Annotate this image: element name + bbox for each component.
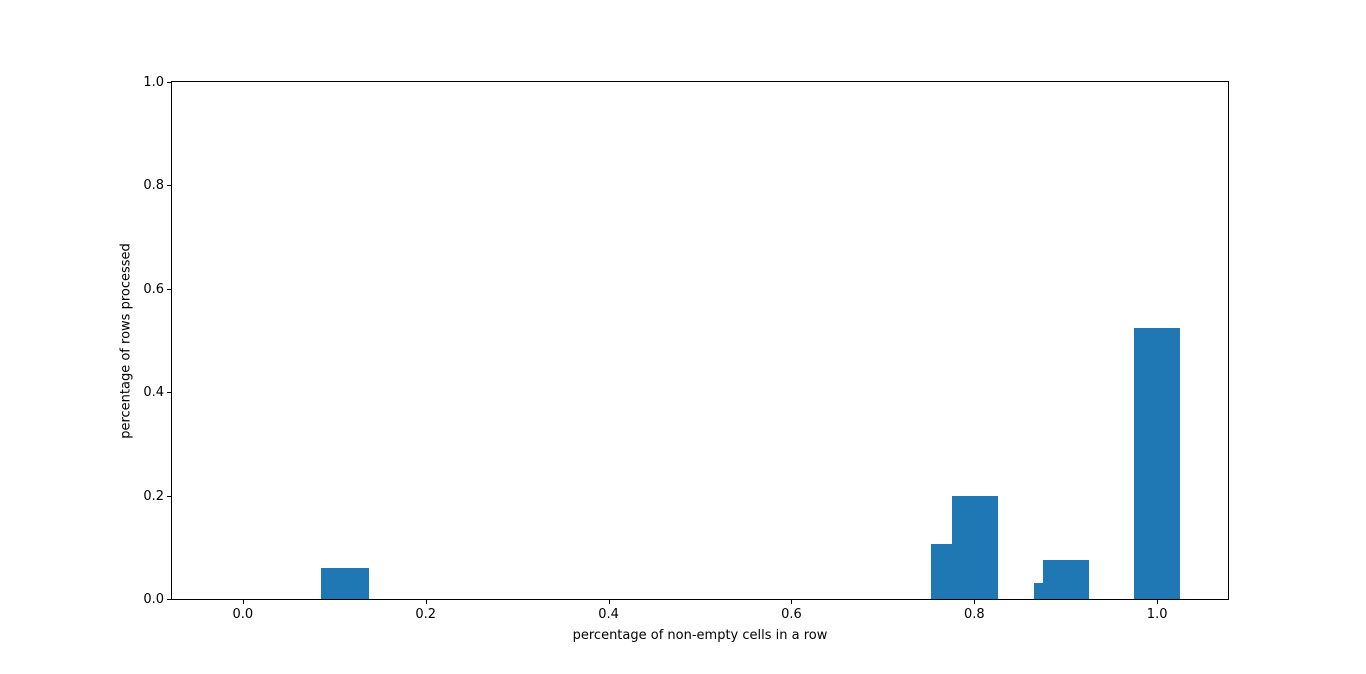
x-tick-label: 0.0 <box>232 607 254 622</box>
plot-area: 0.0 0.2 0.4 0.6 0.8 1.0 0.0 0.2 0.4 0.6 0.8 1.0 pe… <box>119 76 1229 643</box>
y-tick-label: 1.0 <box>143 75 164 90</box>
y-tick-mark <box>167 185 171 187</box>
histogram-bar <box>1134 328 1180 599</box>
histogram-bar <box>931 544 953 599</box>
x-tick-mark <box>974 600 976 604</box>
x-tick-label: 1.0 <box>1146 607 1168 622</box>
y-tick-label: 0.6 <box>143 281 164 297</box>
x-tick-label: 0.2 <box>415 607 437 622</box>
histogram-bar <box>952 495 999 599</box>
y-tick-label: 0.0 <box>143 592 164 607</box>
histogram-bar <box>321 567 370 599</box>
y-tick-label: 0.4 <box>143 385 164 401</box>
y-tick-label: 0.8 <box>143 178 164 194</box>
x-tick-label: 0.4 <box>598 607 619 622</box>
y-tick-mark <box>167 392 171 394</box>
histogram-bar <box>1042 559 1089 599</box>
y-tick-mark <box>167 288 171 290</box>
x-tick-mark <box>242 600 244 604</box>
y-tick-mark <box>167 599 171 600</box>
histogram-bar <box>1033 582 1043 599</box>
y-tick-mark <box>167 495 171 497</box>
y-tick-mark <box>167 82 171 83</box>
x-tick-label: 0.6 <box>781 607 802 622</box>
x-tick-mark <box>791 600 793 604</box>
y-tick-label: 0.2 <box>143 488 164 504</box>
y-axis-label: percentage of rows processed <box>118 242 134 439</box>
x-axis-label: percentage of non-empty cells in a row <box>572 628 828 643</box>
x-tick-mark <box>1157 600 1159 604</box>
x-tick-mark <box>425 600 427 604</box>
x-tick-mark <box>608 600 610 604</box>
x-tick-label: 0.8 <box>963 607 985 622</box>
